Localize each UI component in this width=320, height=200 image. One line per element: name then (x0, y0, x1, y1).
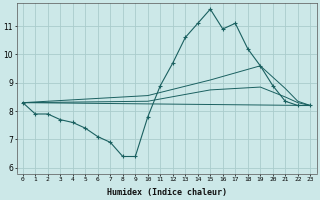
X-axis label: Humidex (Indice chaleur): Humidex (Indice chaleur) (107, 188, 227, 197)
